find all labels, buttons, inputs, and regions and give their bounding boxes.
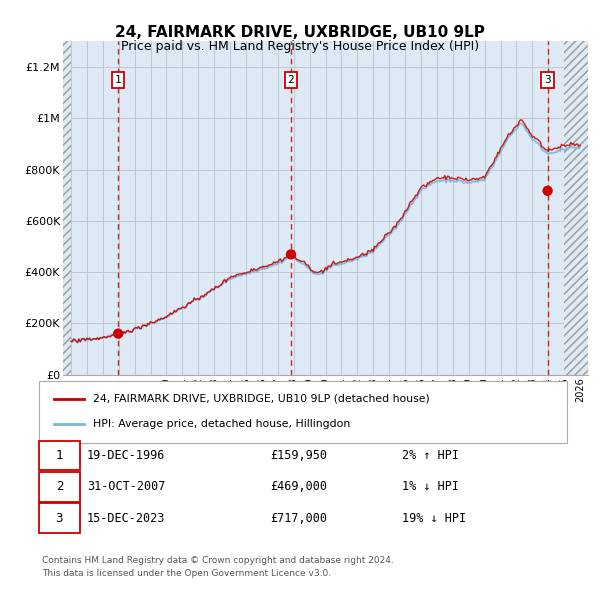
Text: 3: 3: [56, 512, 63, 525]
Text: 2% ↑ HPI: 2% ↑ HPI: [402, 449, 459, 462]
Text: This data is licensed under the Open Government Licence v3.0.: This data is licensed under the Open Gov…: [42, 569, 331, 578]
Text: £469,000: £469,000: [270, 480, 327, 493]
Text: 2: 2: [287, 75, 295, 85]
Point: [543, 186, 553, 195]
Text: 1: 1: [115, 75, 122, 85]
Bar: [63, 41, 71, 375]
Text: 1: 1: [56, 449, 63, 462]
Text: 24, FAIRMARK DRIVE, UXBRIDGE, UB10 9LP: 24, FAIRMARK DRIVE, UXBRIDGE, UB10 9LP: [115, 25, 485, 40]
Text: £717,000: £717,000: [270, 512, 327, 525]
Text: 31-OCT-2007: 31-OCT-2007: [87, 480, 166, 493]
Point: [113, 329, 123, 338]
Bar: [564, 41, 588, 375]
Text: 15-DEC-2023: 15-DEC-2023: [87, 512, 166, 525]
Text: 19-DEC-1996: 19-DEC-1996: [87, 449, 166, 462]
Text: 3: 3: [544, 75, 551, 85]
Text: HPI: Average price, detached house, Hillingdon: HPI: Average price, detached house, Hill…: [93, 419, 350, 430]
Text: Price paid vs. HM Land Registry's House Price Index (HPI): Price paid vs. HM Land Registry's House …: [121, 40, 479, 53]
Text: 24, FAIRMARK DRIVE, UXBRIDGE, UB10 9LP (detached house): 24, FAIRMARK DRIVE, UXBRIDGE, UB10 9LP (…: [93, 394, 430, 404]
Text: £159,950: £159,950: [270, 449, 327, 462]
Text: 2: 2: [56, 480, 63, 493]
Point: [286, 250, 296, 259]
Text: Contains HM Land Registry data © Crown copyright and database right 2024.: Contains HM Land Registry data © Crown c…: [42, 556, 394, 565]
Text: 1% ↓ HPI: 1% ↓ HPI: [402, 480, 459, 493]
Text: 19% ↓ HPI: 19% ↓ HPI: [402, 512, 466, 525]
